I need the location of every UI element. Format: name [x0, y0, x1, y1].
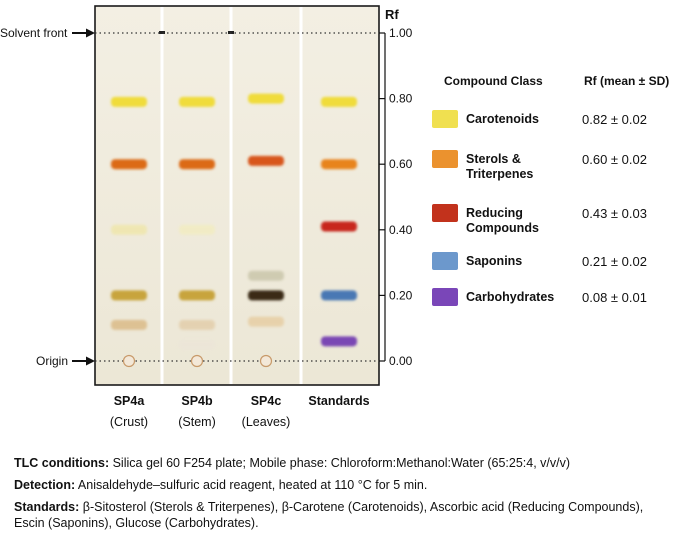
band-standards-4 [321, 336, 357, 347]
band-sp4a-3 [111, 290, 147, 301]
band-sp4c-0 [248, 93, 284, 104]
note-tlc-conditions: TLC conditions: Silica gel 60 F254 plate… [14, 456, 570, 470]
rf-tick-label: 0.60 [389, 157, 413, 171]
band-sp4b-0 [179, 96, 215, 107]
origin-spots [122, 354, 273, 368]
lane-name: SP4c [251, 394, 282, 408]
band-sp4c-1 [248, 155, 284, 166]
lane-subtitle: (Crust) [110, 415, 148, 429]
legend-row-sterols: Sterols & Triterpenes 0.60 ± 0.02 [430, 148, 670, 188]
origin-spot [122, 354, 136, 368]
rf-tick-label: 0.80 [389, 92, 413, 106]
legend-rf-value: 0.43 ± 0.03 [582, 206, 647, 221]
legend-header-rf: Rf (mean ± SD) [584, 74, 670, 88]
origin-spot [190, 354, 204, 368]
rf-tick-label: 0.20 [389, 288, 413, 302]
solvent-front-arrow-icon [72, 28, 95, 38]
lane-name: SP4b [181, 394, 213, 408]
legend-rf-value: 0.60 ± 0.02 [582, 152, 647, 167]
legend-row-carbohydrates: Carbohydrates 0.08 ± 0.01 [430, 286, 670, 326]
legend-swatch [432, 150, 458, 168]
lane-labels: SP4a (Crust) SP4b (Stem) SP4c (Leaves) Standar… [110, 394, 370, 429]
origin-label: Origin [36, 354, 68, 368]
band-sp4a-2 [111, 224, 147, 235]
legend-header-class: Compound Class [444, 74, 543, 88]
rf-tick-label: 0.40 [389, 223, 413, 237]
legend-class-name: Carotenoids [466, 112, 539, 126]
legend-class-name: Reducing Compounds [466, 206, 539, 235]
legend-swatch [432, 288, 458, 306]
legend-swatch [432, 110, 458, 128]
lane-divider [160, 7, 164, 384]
band-sp4b-5 [179, 339, 215, 350]
note-detection: Detection: Anisaldehyde–sulfuric acid re… [14, 478, 428, 492]
band-standards-1 [321, 159, 357, 170]
band-sp4b-2 [179, 224, 215, 235]
legend-swatch [432, 204, 458, 222]
legend-row-reducing: Reducing Compounds 0.43 ± 0.03 [430, 202, 670, 242]
bands-layer [111, 93, 357, 350]
band-sp4c-4 [248, 316, 284, 327]
legend-swatch [432, 252, 458, 270]
origin-spot [259, 354, 273, 368]
band-sp4a-1 [111, 159, 147, 170]
lane-subtitle: (Stem) [178, 415, 216, 429]
tlc-plate-figure: Solvent front Origin Rf 1.00 0.80 0.60 0.40… [0, 5, 413, 429]
lane-divider [229, 7, 233, 384]
band-standards-3 [321, 290, 357, 301]
band-sp4c-3 [248, 290, 284, 301]
band-sp4a-0 [111, 96, 147, 107]
lane-name: Standards [308, 394, 369, 408]
band-standards-2 [321, 221, 357, 232]
legend-rf-value: 0.21 ± 0.02 [582, 254, 647, 269]
origin-arrow-icon [72, 356, 95, 366]
note-standards: Standards: β-Sitosterol (Sterols & Trite… [14, 500, 644, 530]
legend-rf-value: 0.82 ± 0.02 [582, 112, 647, 127]
legend-rf-value: 0.08 ± 0.01 [582, 290, 647, 305]
legend-class-name: Saponins [466, 254, 523, 268]
lane-name: SP4a [114, 394, 146, 408]
lane-subtitle: (Leaves) [242, 415, 291, 429]
method-notes: TLC conditions: Silica gel 60 F254 plate… [14, 455, 664, 537]
band-sp4b-3 [179, 290, 215, 301]
rf-axis-title: Rf [385, 7, 399, 22]
band-sp4b-4 [179, 319, 215, 330]
legend-row-carotenoids: Carotenoids 0.82 ± 0.02 [430, 108, 670, 148]
rf-axis-ticks: 1.00 0.80 0.60 0.40 0.20 0.00 [379, 26, 413, 368]
legend-class-name: Carbohydrates [466, 290, 555, 304]
band-sp4a-4 [111, 319, 147, 330]
band-sp4b-1 [179, 159, 215, 170]
legend-class-name: Sterols & Triterpenes [466, 152, 534, 181]
rf-tick-label: 1.00 [389, 26, 413, 40]
solvent-front-label: Solvent front [0, 26, 68, 40]
legend-row-saponins: Saponins 0.21 ± 0.02 [430, 250, 670, 290]
lane-mark [159, 31, 165, 34]
rf-tick-label: 0.00 [389, 354, 413, 368]
band-standards-0 [321, 96, 357, 107]
lane-divider [299, 7, 303, 384]
band-sp4c-2 [248, 270, 284, 281]
